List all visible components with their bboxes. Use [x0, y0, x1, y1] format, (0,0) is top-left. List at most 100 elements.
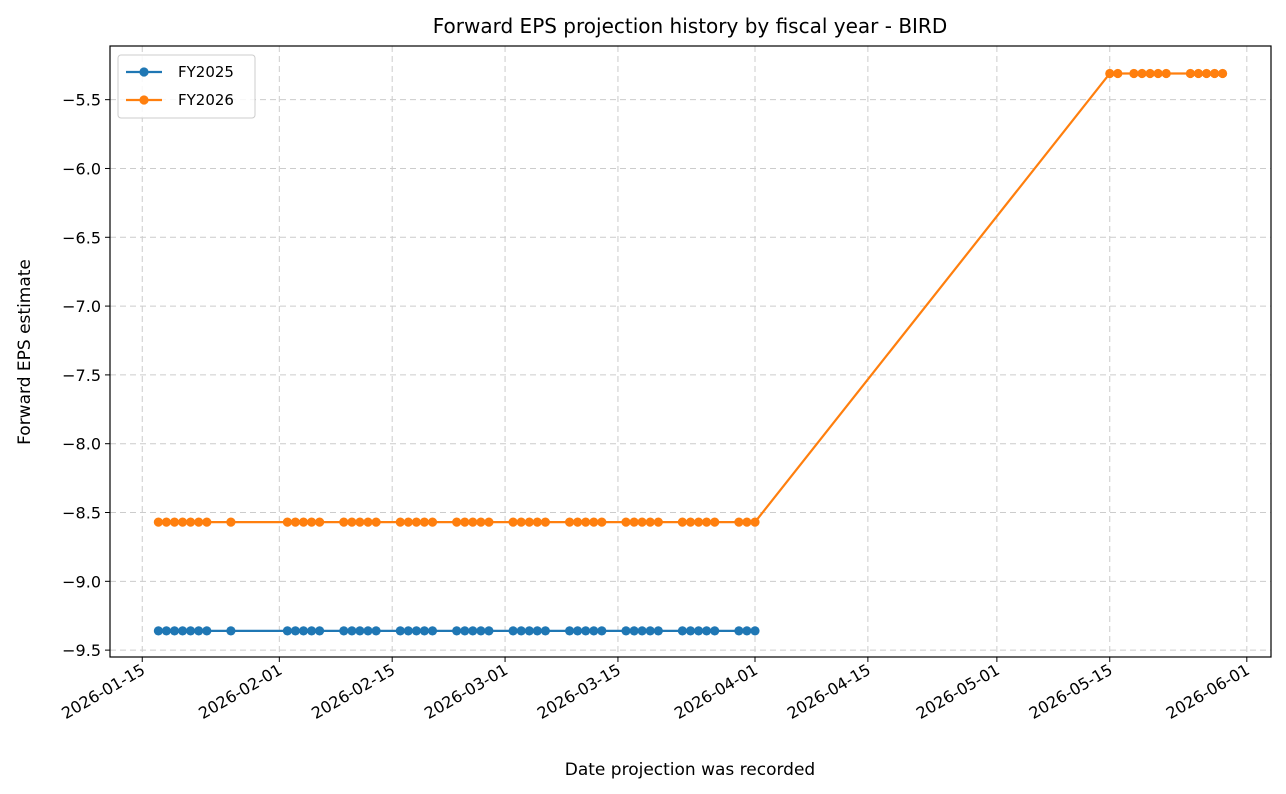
y-tick-label: −7.0 — [62, 297, 101, 316]
data-point — [573, 626, 583, 636]
y-tick-label: −8.0 — [62, 435, 101, 454]
data-point — [581, 517, 591, 527]
data-point — [226, 517, 236, 527]
data-point — [339, 626, 349, 636]
data-point — [1210, 68, 1220, 79]
data-point — [653, 517, 663, 527]
data-point — [460, 626, 470, 636]
data-point — [508, 626, 518, 636]
x-tick-label: 2026-03-01 — [421, 660, 511, 723]
data-point — [540, 517, 551, 527]
y-tick-label: −6.5 — [62, 228, 101, 247]
data-point — [1129, 68, 1139, 79]
data-point — [395, 517, 405, 527]
data-point — [169, 517, 180, 527]
data-point — [1137, 68, 1147, 79]
data-point — [565, 517, 575, 527]
data-point — [419, 626, 429, 636]
x-axis-label: Date projection was recorded — [565, 760, 815, 780]
x-tick-label: 2026-03-15 — [534, 660, 624, 723]
data-point — [355, 517, 365, 527]
data-point — [1113, 68, 1123, 79]
data-point — [694, 626, 704, 636]
data-point — [282, 517, 292, 527]
series-FY2025 — [153, 626, 760, 636]
data-point — [290, 517, 300, 527]
y-axis: −5.5 −6.0 −6.5 −7.0 −7.5 −8.0 −8.5 −9.0 −9.5 — [62, 91, 110, 660]
data-point — [742, 517, 752, 527]
data-point — [1185, 68, 1195, 79]
data-point — [452, 626, 462, 636]
data-point — [1193, 68, 1203, 79]
data-point — [597, 517, 607, 527]
series-layer — [153, 68, 1228, 636]
data-point — [298, 626, 309, 636]
data-point — [290, 626, 300, 636]
data-point — [581, 626, 591, 636]
data-point — [186, 517, 196, 527]
data-point — [629, 517, 639, 527]
data-point — [677, 517, 688, 527]
data-point — [508, 517, 518, 527]
data-point — [339, 517, 349, 527]
y-tick-label: −5.5 — [62, 91, 101, 110]
data-point — [186, 626, 196, 636]
data-point — [1218, 68, 1228, 79]
legend-box — [117, 54, 256, 119]
data-point — [476, 517, 486, 527]
series-line — [158, 72, 1223, 524]
data-point — [371, 517, 381, 527]
plot-frame — [109, 45, 1272, 658]
data-point — [573, 517, 583, 527]
data-point — [315, 626, 325, 636]
data-point — [282, 626, 292, 636]
data-point — [653, 626, 663, 636]
legend-label: FY2026 — [178, 91, 234, 109]
data-point — [524, 517, 534, 527]
data-point — [532, 626, 542, 636]
data-point — [307, 517, 317, 527]
data-point — [153, 626, 163, 636]
x-tick-label: 2026-04-15 — [784, 660, 874, 723]
y-tick-label: −8.5 — [62, 504, 101, 523]
series-FY2026 — [153, 68, 1228, 527]
x-tick-label: 2026-04-01 — [671, 660, 761, 723]
data-point — [194, 517, 204, 527]
data-point — [427, 517, 438, 527]
data-point — [355, 626, 365, 636]
data-point — [1161, 68, 1171, 79]
x-tick-label: 2026-02-15 — [308, 660, 398, 723]
data-point — [395, 626, 405, 636]
data-point — [621, 517, 631, 527]
legend-label: FY2025 — [178, 63, 234, 81]
data-point — [677, 626, 688, 636]
data-point — [403, 517, 413, 527]
data-point — [411, 517, 421, 527]
legend-swatch-marker — [139, 67, 149, 77]
data-point — [178, 626, 188, 636]
y-tick-label: −9.0 — [62, 572, 101, 591]
data-point — [565, 626, 575, 636]
chart-title: Forward EPS projection history by fiscal… — [433, 14, 947, 38]
data-point — [169, 626, 180, 636]
grid — [110, 46, 1271, 657]
data-point — [468, 517, 478, 527]
data-point — [1153, 68, 1163, 79]
data-point — [153, 517, 163, 527]
x-tick-label: 2026-05-01 — [913, 660, 1003, 723]
x-tick-label: 2026-06-01 — [1163, 660, 1253, 723]
data-point — [637, 517, 647, 527]
data-point — [307, 626, 317, 636]
data-point — [347, 626, 357, 636]
data-point — [161, 517, 171, 527]
data-point — [645, 626, 655, 636]
data-point — [637, 626, 647, 636]
legend: FY2025 FY2026 — [117, 54, 256, 119]
data-point — [524, 626, 534, 636]
data-point — [516, 517, 526, 527]
data-point — [226, 626, 236, 636]
data-point — [1145, 68, 1155, 79]
data-point — [202, 517, 212, 527]
x-tick-label: 2026-02-01 — [195, 660, 285, 723]
